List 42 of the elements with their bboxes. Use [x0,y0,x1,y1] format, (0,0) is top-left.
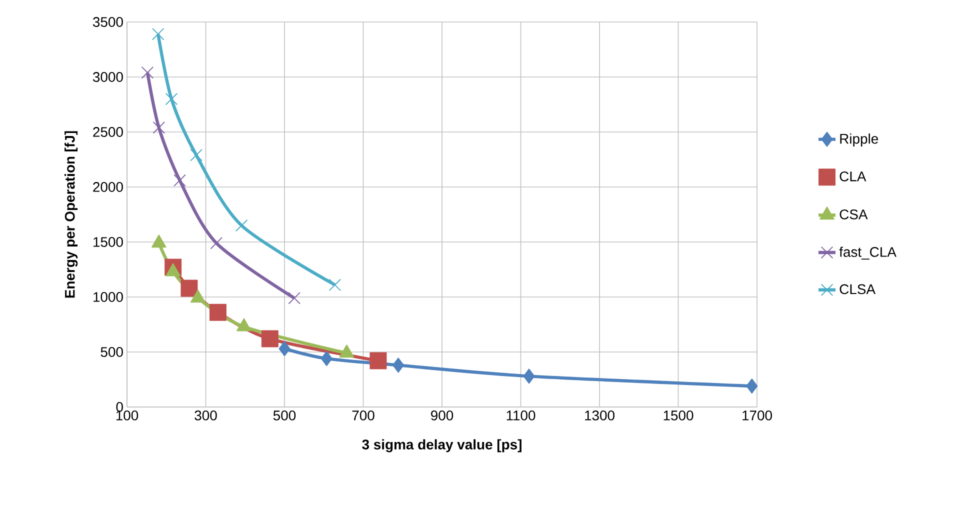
point [174,174,186,187]
point [278,341,290,356]
y-tick-label: 0 [116,402,123,412]
point [288,292,301,304]
y-tick-label: 3000 [92,72,123,82]
point [165,92,178,106]
point [328,278,342,292]
x-tick-label: 1500 [664,410,694,420]
x-tick-label: 900 [431,410,454,420]
point [261,330,278,348]
x-axis-title: 3 sigma delay value [ps] [362,439,522,452]
legend-label: fast_CLA [839,246,896,260]
point [152,121,166,134]
legend-label: CSA [840,209,868,220]
x-tick-label: 300 [194,410,217,420]
x-tick-label: 1700 [742,410,772,420]
point [523,368,535,384]
point [320,351,332,366]
point [152,28,164,40]
x-tick-label: 1100 [506,410,536,420]
point [209,304,226,321]
y-axis-title: Energy per Operation [fJ] [64,131,78,298]
x-tick-label: 700 [352,410,374,420]
point [746,378,758,394]
y-tick-label: 3500 [92,17,123,27]
point [392,358,404,373]
legend-label: Ripple [840,133,878,146]
point [370,352,387,370]
x-tick-label: 1300 [585,410,614,420]
point [190,148,202,162]
y-tick-label: 1000 [94,292,123,302]
y-tick-label: 1500 [94,237,123,247]
point [141,66,154,79]
x-tick-label: 500 [273,410,296,420]
point [180,280,198,297]
y-tick-label: 500 [100,347,123,357]
point [210,236,223,250]
legend-label: CLA [840,171,866,182]
y-tick-label: 2000 [93,182,123,192]
x-tick-label: 100 [116,410,138,420]
y-tick-label: 2500 [93,127,123,137]
legend-label: CLSA [840,284,876,294]
